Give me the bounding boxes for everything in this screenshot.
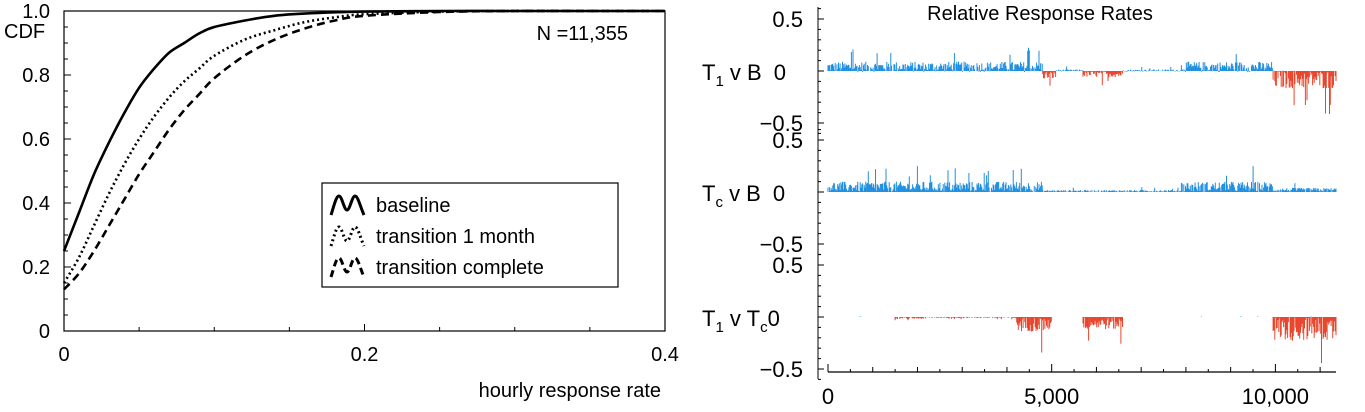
rr-row-label: T1 v Tc0 [702,306,780,336]
rr-y-tick-label: −0.5 [760,357,803,382]
rr-y-tick-label: −0.5 [760,111,803,136]
rr-y-tick-label: 0.5 [772,7,803,32]
cdf-y-tick-label: 0 [39,321,50,343]
cdf-y-tick-labels: 0 0.2 0.4 0.6 0.8 1.0 [22,1,50,343]
rr-x-tick-label: 0 [822,384,834,409]
relative-response-title: Relative Response Rates [927,3,1153,25]
cdf-x-tick-label: 0 [58,344,69,366]
cdf-line-transition-1-month [62,9,665,284]
cdf-x-tick-label: 0.2 [351,344,379,366]
relative-response-x-axis: 0 5,000 10,000 [822,364,1336,409]
cdf-y-tick-label: 0.2 [22,257,50,279]
legend-swatch-baseline [329,194,366,216]
cdf-y-tick-label: 1.0 [22,1,50,23]
cdf-line-transition-complete [63,9,665,291]
sample-size-annotation: N =11,355 [537,23,628,45]
rr-row: 0.5 −0.5 T1 v Tc0 [702,253,1337,382]
cdf-ylabel-backing [3,19,53,43]
relative-response-panel: Relative Response Rates 0.5−0.5T1 v B 00.… [702,3,1337,409]
cdf-y-tick-label: 0.4 [22,193,50,215]
rr-bars [827,166,1337,192]
rr-bars [827,47,1337,114]
rr-y-tick-label: 0.5 [772,253,803,278]
legend-label-transition-1-month: transition 1 month [376,226,535,248]
rr-x-tick-label: 10,000 [1242,384,1309,409]
cdf-x-tick-labels: 0 0.2 0.4 [58,344,678,366]
rr-y-tick-label: −0.5 [760,232,803,257]
legend-swatch-transition-complete [329,256,366,278]
cdf-x-axis-label: hourly response rate [479,380,661,402]
rr-bars [859,316,1337,364]
legend-label-transition-complete: transition complete [376,257,544,279]
cdf-panel: 0 0.2 0.4 0.6 0.8 1.0 0 0.2 0.4 CDF N =11,355 h… [3,1,679,402]
cdf-legend: baseline transition 1 month transition c… [321,182,619,288]
relative-response-rows: 0.5−0.5T1 v B 00.5−0.5Tc v B 00.5−0.5T1 v … [702,7,1337,382]
cdf-y-tick-label: 0.6 [22,129,50,151]
cdf-legend-box [321,182,619,288]
cdf-minor-ticks [63,10,666,332]
cdf-series-lines [62,9,665,291]
rr-y-tick-label: 0.5 [772,128,803,153]
cdf-y-axis-label: CDF [4,21,45,43]
legend-label-baseline: baseline [376,195,451,217]
cdf-y-tick-label: 0.8 [22,65,50,87]
rr-x-tick-label: 5,000 [1024,384,1079,409]
cdf-x-tick-label: 0.4 [651,344,679,366]
